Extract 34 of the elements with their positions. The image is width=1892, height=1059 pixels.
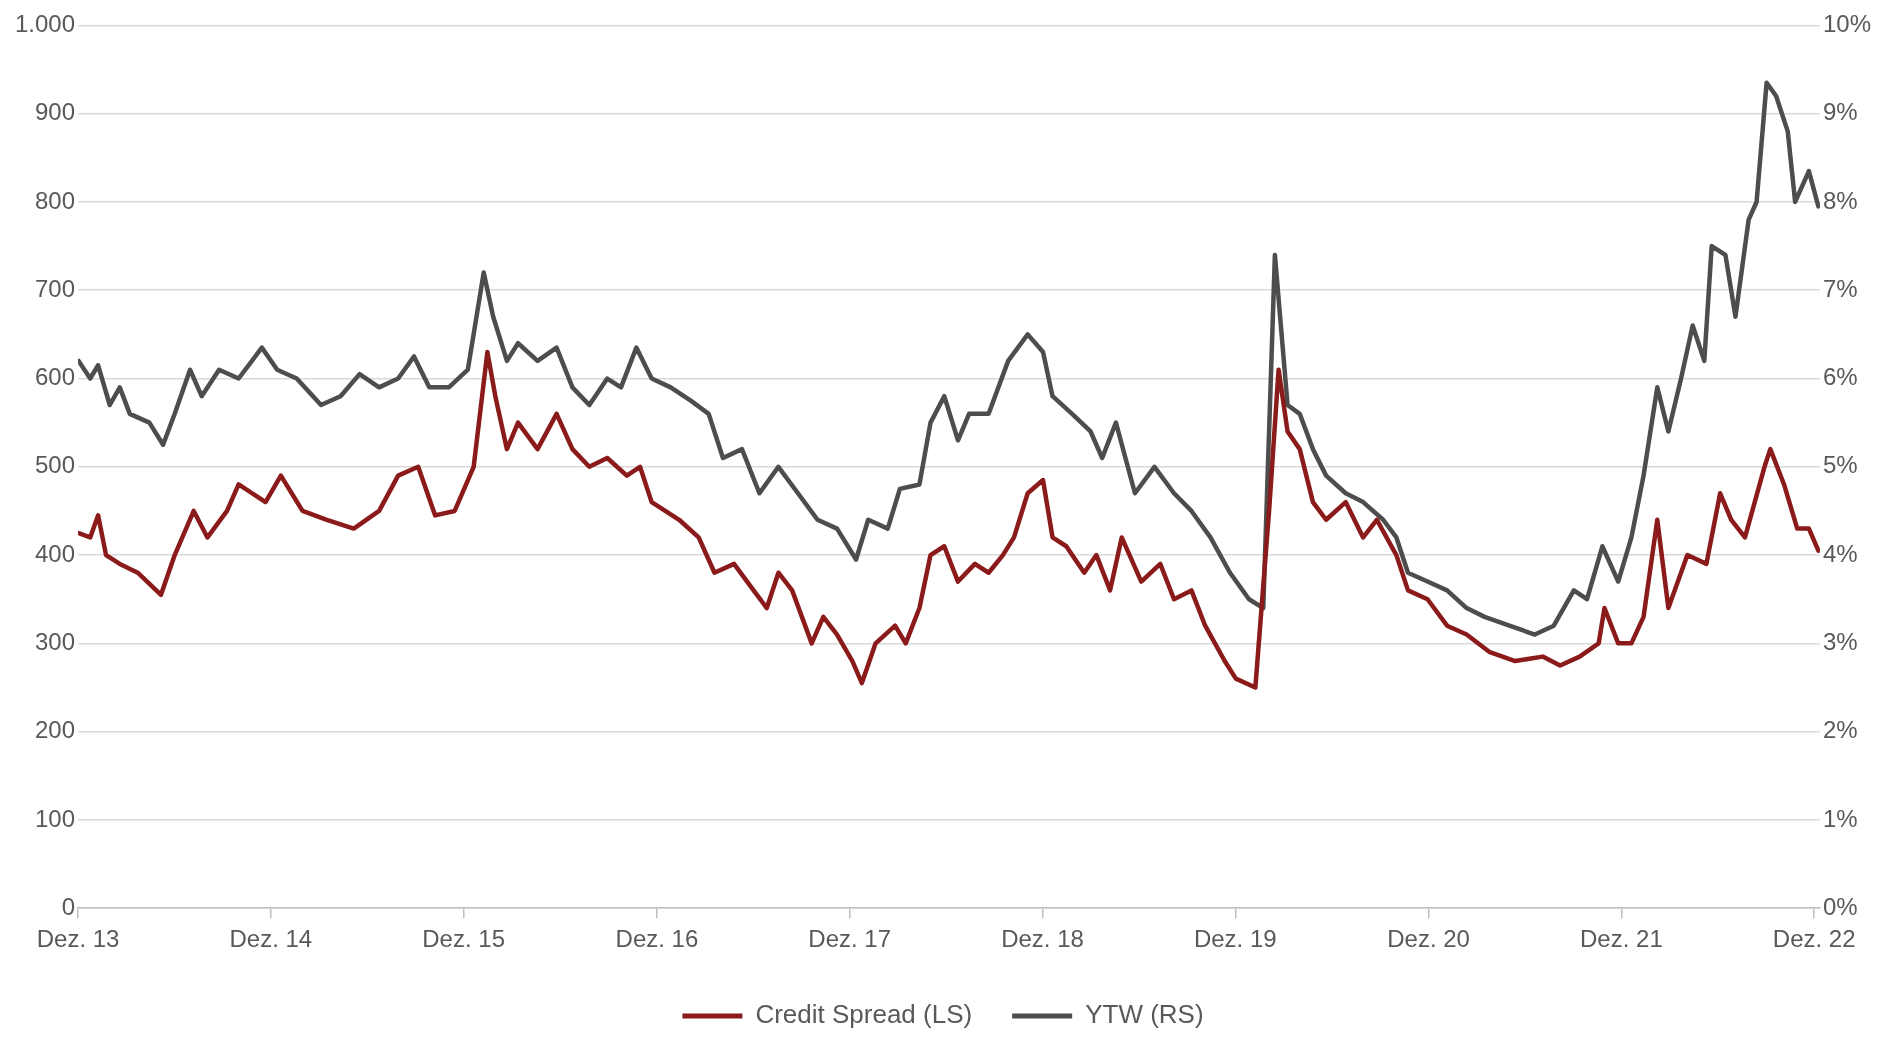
y2-tick-label: 2% (1822, 716, 1858, 744)
y-tick-label: 700 (35, 274, 76, 302)
y2-tick-label: 0% (1822, 892, 1858, 920)
y-tick-label: 100 (35, 804, 76, 832)
y-tick-label: 200 (35, 716, 76, 744)
y-tick-label: 400 (35, 539, 76, 567)
x-tick-label: Dez. 14 (229, 925, 313, 953)
y-tick-label: 500 (35, 451, 76, 479)
y2-tick-label: 4% (1822, 539, 1858, 567)
y-tick-label: 900 (35, 98, 76, 126)
x-tick-label: Dez. 18 (1001, 925, 1084, 953)
y2-tick-label: 9% (1822, 98, 1858, 126)
x-tick-label: Dez. 17 (808, 925, 892, 953)
y2-tick-label: 7% (1822, 274, 1858, 302)
y2-tick-label: 3% (1822, 627, 1858, 655)
legend-label: Credit Spread (LS) (755, 999, 973, 1030)
x-tick-label: Dez. 21 (1580, 925, 1663, 953)
y-tick-label: 0 (61, 892, 76, 920)
y2-tick-label: 1% (1822, 804, 1858, 832)
y-tick-label: 600 (35, 363, 76, 391)
y-tick-label: 300 (35, 627, 76, 655)
y2-tick-label: 6% (1822, 363, 1858, 391)
y-tick-label: 800 (35, 186, 76, 214)
x-tick-label: Dez. 13 (36, 925, 120, 953)
y2-tick-label: 5% (1822, 451, 1858, 479)
y2-tick-label: 8% (1822, 186, 1858, 214)
y-tick-label: 1.000 (15, 10, 76, 38)
x-tick-label: Dez. 20 (1387, 925, 1470, 953)
x-tick-label: Dez. 19 (1193, 925, 1277, 953)
x-tick-label: Dez. 16 (615, 925, 699, 953)
x-tick-label: Dez. 15 (422, 925, 505, 953)
legend-label: YTW (RS) (1085, 999, 1204, 1030)
y2-tick-label: 10% (1822, 10, 1872, 38)
x-tick-label: Dez. 22 (1772, 925, 1856, 953)
